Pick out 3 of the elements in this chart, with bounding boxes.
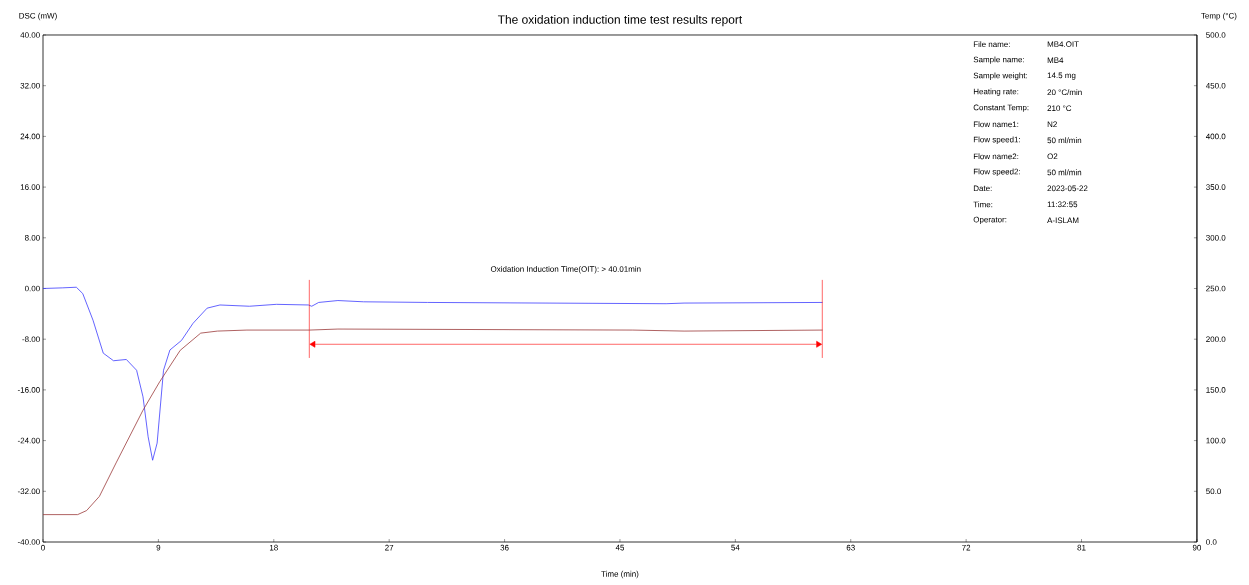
line-series xyxy=(42,328,823,516)
chart-title: The oxidation induction time test results report xyxy=(497,15,743,27)
line-series xyxy=(42,286,823,461)
